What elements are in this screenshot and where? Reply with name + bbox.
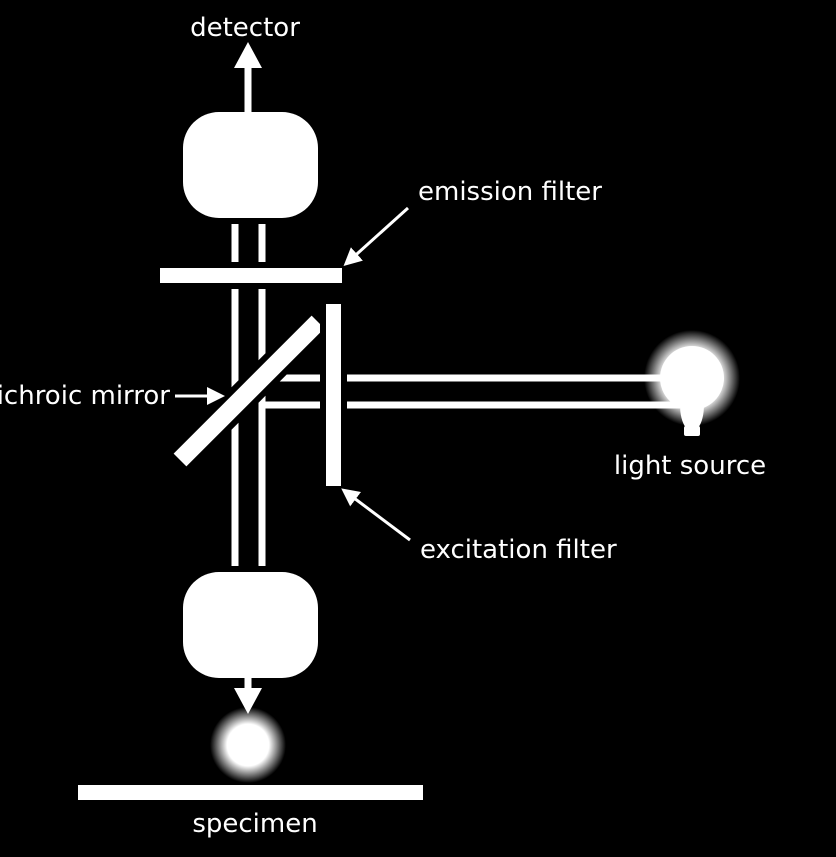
light-source-label: light source xyxy=(614,451,766,481)
lower-lens xyxy=(183,572,318,678)
specimen-stage xyxy=(78,785,423,800)
specimen-glow xyxy=(210,707,286,783)
diagram-background xyxy=(0,0,836,857)
emission-filter xyxy=(160,268,342,283)
dichroic-mirror-label: dichroic mirror xyxy=(0,381,170,411)
detector-label: detector xyxy=(190,13,300,43)
emission-filter-label: emission filter xyxy=(418,177,602,207)
excitation-filter xyxy=(326,304,341,486)
upper-lens xyxy=(183,112,318,218)
specimen-label: specimen xyxy=(192,809,317,839)
excitation-filter-label: excitation filter xyxy=(420,535,617,565)
